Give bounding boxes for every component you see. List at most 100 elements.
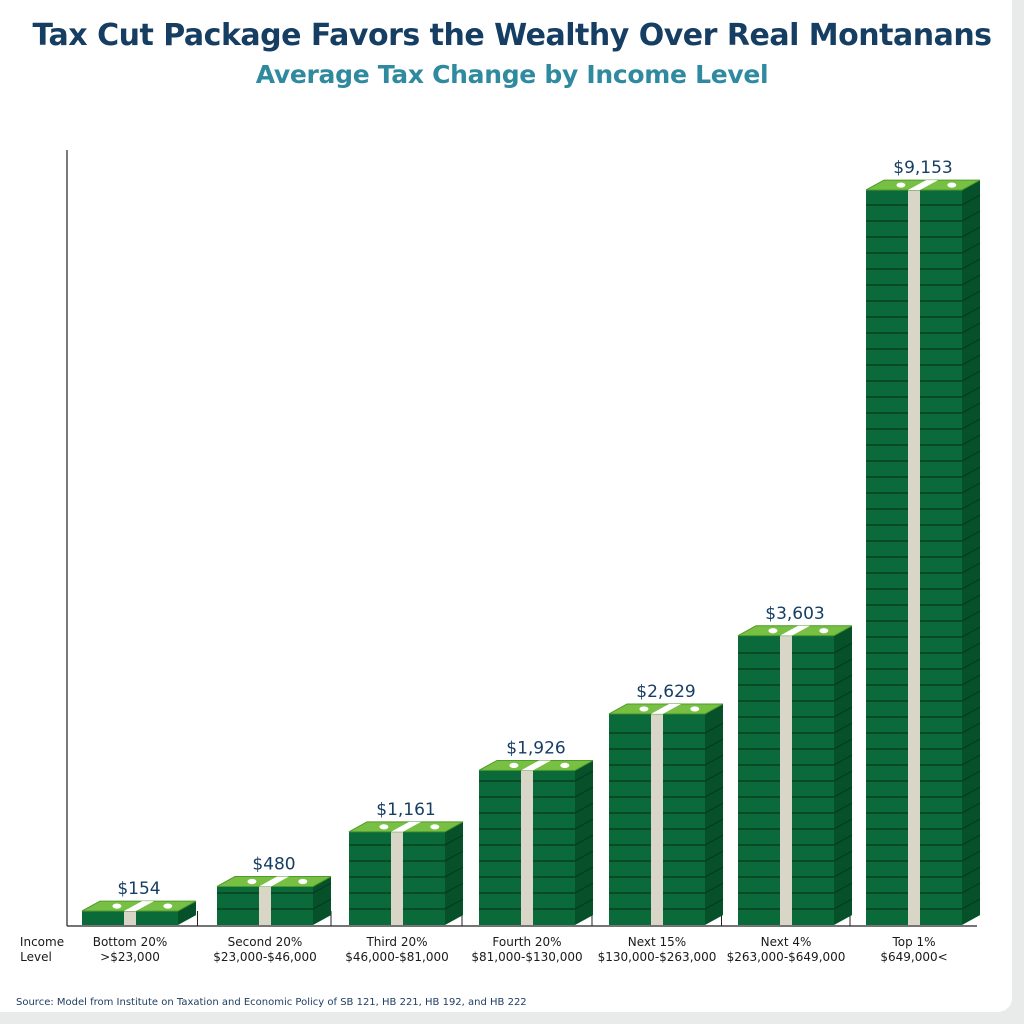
bill-layer-line — [704, 786, 724, 798]
bar-side-face — [445, 821, 463, 925]
x-tick-sublabel: >$23,000 — [100, 950, 160, 964]
bill-layer-line — [704, 898, 724, 910]
x-tick-sublabel: $649,000< — [880, 950, 947, 964]
bill-layer-line — [961, 882, 981, 894]
bill-layer-line — [961, 386, 981, 398]
bill-layer-line — [704, 818, 724, 830]
bill-layer-line — [574, 866, 594, 878]
x-tick-label: Bottom 20% — [93, 935, 168, 949]
bill-layer-line — [444, 834, 464, 846]
x-tick-sublabel: $130,000-$263,000 — [598, 950, 717, 964]
bill-layer-line — [961, 802, 981, 814]
bar-side-face — [575, 760, 593, 925]
bill-layer-line — [961, 194, 981, 206]
bill-layer-line — [961, 370, 981, 382]
bill-layer-line — [833, 834, 853, 846]
bill-layer-line — [961, 706, 981, 718]
bill-layer-line — [961, 578, 981, 590]
bill-layer-line — [961, 594, 981, 606]
bill-layer-line — [833, 642, 853, 654]
bill-layer-line — [833, 754, 853, 766]
bill-seal-icon — [247, 878, 257, 885]
bill-layer-line — [833, 658, 853, 670]
bar-value-label: $1,926 — [506, 738, 565, 758]
paper-band-top — [124, 901, 154, 911]
bill-layer-line — [961, 258, 981, 270]
bill-layer-line — [833, 722, 853, 734]
bill-layer-line — [961, 722, 981, 734]
bill-layer-line — [961, 306, 981, 318]
bar-value-label: $2,629 — [636, 682, 695, 702]
bill-layer-line — [833, 770, 853, 782]
bill-layer-line — [961, 786, 981, 798]
bill-layer-line — [574, 770, 594, 782]
bill-layer-line — [833, 786, 853, 798]
bill-layer-line — [574, 898, 594, 910]
bill-layer-line — [961, 322, 981, 334]
paper-band — [651, 713, 663, 925]
bill-layer-line — [312, 882, 332, 894]
x-axis-title: Level — [20, 950, 52, 964]
x-tick-label: Top 1% — [891, 935, 935, 949]
bill-layer-line — [574, 882, 594, 894]
bill-layer-line — [961, 274, 981, 286]
bill-layer-line — [444, 882, 464, 894]
bill-layer-line — [961, 562, 981, 574]
bill-layer-line — [961, 690, 981, 702]
paper-band-top — [651, 703, 681, 714]
bill-seal-icon — [430, 824, 440, 830]
bill-layer-line — [961, 354, 981, 366]
bill-layer-line — [961, 850, 981, 862]
bill-layer-line — [704, 850, 724, 862]
bill-seal-icon — [690, 706, 700, 712]
bill-seal-icon — [509, 762, 519, 768]
x-tick-label: Next 15% — [628, 935, 686, 949]
bill-seal-icon — [639, 706, 649, 712]
paper-band — [391, 831, 403, 925]
paper-band — [521, 770, 533, 925]
x-tick-label: Fourth 20% — [492, 935, 561, 949]
bill-seal-icon — [768, 628, 778, 634]
bill-layer-line — [833, 882, 853, 894]
bill-layer-line — [961, 530, 981, 542]
bill-layer-line — [961, 898, 981, 910]
bill-layer-line — [961, 738, 981, 750]
bar-money-stack — [608, 703, 724, 925]
x-tick-label: Third 20% — [365, 935, 427, 949]
bill-layer-line — [704, 754, 724, 766]
bill-seal-icon — [947, 182, 957, 188]
bill-layer-line — [961, 402, 981, 414]
bill-layer-line — [833, 850, 853, 862]
x-tick-sublabel: $81,000-$130,000 — [471, 950, 582, 964]
bill-seal-icon — [896, 182, 906, 188]
bill-layer-line — [961, 418, 981, 430]
bill-layer-line — [961, 514, 981, 526]
x-tick-sublabel: $46,000-$81,000 — [345, 950, 449, 964]
bill-seal-icon — [819, 628, 829, 634]
bill-layer-line — [961, 642, 981, 654]
bill-layer-line — [961, 466, 981, 478]
paper-band-top — [521, 760, 551, 771]
bill-seal-icon — [298, 878, 308, 885]
bar-side-face — [178, 901, 196, 925]
bar-money-stack — [348, 821, 464, 925]
bill-layer-line — [961, 226, 981, 238]
bar-value-label: $480 — [252, 855, 295, 875]
bill-layer-line — [574, 802, 594, 814]
bar-money-stack — [216, 876, 332, 925]
bill-layer-line — [961, 658, 981, 670]
bill-layer-line — [704, 834, 724, 846]
bill-layer-line — [961, 450, 981, 462]
x-tick-sublabel: $23,000-$46,000 — [213, 950, 317, 964]
paper-band-top — [780, 625, 810, 636]
paper-band-top — [259, 876, 289, 887]
bill-seal-icon — [163, 903, 173, 909]
bill-layer-line — [961, 754, 981, 766]
bill-layer-line — [961, 626, 981, 638]
paper-band — [259, 886, 271, 925]
bill-layer-line — [444, 850, 464, 862]
bill-layer-line — [574, 818, 594, 830]
bar-money-stack — [865, 179, 981, 926]
bill-layer-line — [961, 338, 981, 350]
bill-layer-line — [961, 770, 981, 782]
